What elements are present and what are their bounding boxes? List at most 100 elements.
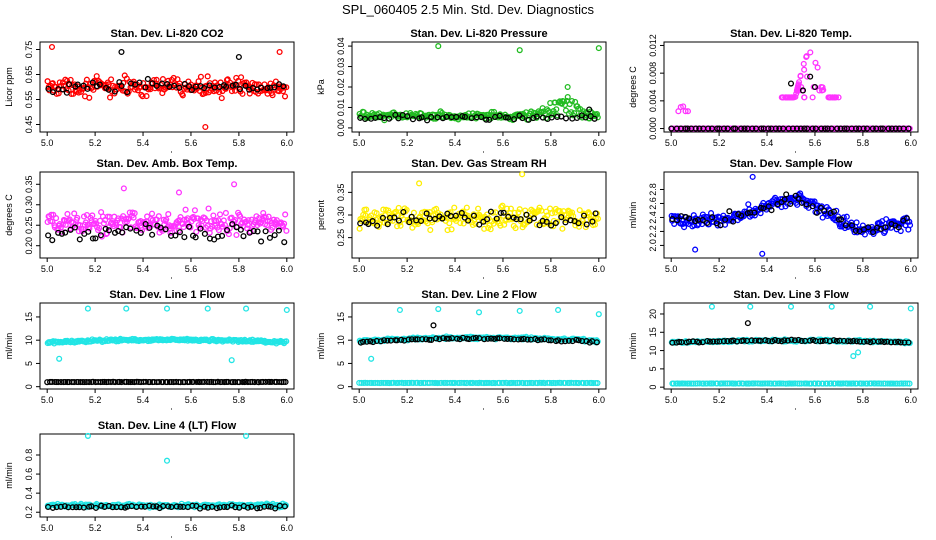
data-point [892, 125, 899, 132]
data-point [594, 379, 601, 387]
data-point [57, 503, 64, 510]
data-point [562, 219, 569, 226]
data-point [157, 224, 164, 231]
data-point [218, 95, 225, 102]
data-point [281, 503, 288, 510]
data-point [105, 227, 113, 234]
data-point [171, 82, 178, 89]
data-point [511, 116, 518, 123]
data-point [526, 379, 533, 387]
data-point [905, 339, 912, 346]
data-point [62, 229, 69, 236]
data-point [83, 76, 90, 83]
y-tick-label: 0.65 [24, 66, 34, 84]
x-tick-label: 5.4 [137, 523, 150, 533]
data-point [59, 86, 66, 93]
data-point [704, 380, 711, 387]
data-point [583, 221, 590, 228]
data-point [276, 48, 283, 56]
data-point [417, 217, 425, 225]
data-point [515, 209, 522, 216]
data-point [394, 223, 401, 230]
series-subset [669, 320, 912, 346]
data-point [764, 380, 771, 387]
data-point [142, 84, 149, 91]
data-point [879, 125, 886, 132]
data-point [571, 110, 578, 117]
data-point [484, 335, 491, 342]
data-point [133, 227, 140, 234]
data-point [724, 125, 731, 132]
data-point [860, 380, 867, 387]
data-point [64, 210, 71, 218]
x-tick-label: 5.8 [857, 264, 870, 274]
data-point [800, 60, 807, 67]
y-tick-label: 10 [24, 335, 34, 345]
data-point [211, 236, 218, 243]
y-tick-label: 0.8 [24, 449, 34, 462]
plot-frame [663, 302, 919, 390]
data-point [106, 94, 114, 101]
data-point [428, 113, 435, 121]
x-tick-label: 6.0 [905, 264, 918, 274]
x-tick-label: 5.2 [713, 264, 726, 274]
data-point [139, 93, 146, 100]
data-point [218, 232, 226, 239]
data-point [807, 73, 814, 80]
data-point [472, 379, 480, 387]
data-point [500, 209, 507, 216]
chart-title: Stan. Dev. Line 2 Flow [421, 289, 537, 301]
x-tick-label: 5.4 [761, 395, 774, 405]
data-point [676, 380, 683, 387]
chart-title: Stan. Dev. Gas Stream RH [411, 158, 547, 170]
data-point [852, 125, 860, 132]
y-tick-label: 0.03 [336, 58, 346, 76]
data-point [791, 337, 798, 344]
data-point [472, 220, 479, 227]
data-point [494, 335, 501, 342]
x-tick-label: 5.4 [761, 264, 774, 274]
x-tick-label: 6.0 [593, 395, 606, 405]
data-point [519, 171, 526, 178]
data-point [786, 94, 793, 101]
data-point [726, 380, 733, 387]
data-point [830, 208, 837, 215]
y-tick-label: 0.008 [648, 62, 658, 85]
data-point [204, 73, 211, 80]
data-point [243, 432, 250, 439]
data-point [760, 205, 767, 212]
data-point [804, 73, 811, 80]
data-point [439, 215, 446, 222]
data-point [204, 305, 211, 312]
data-point [459, 113, 466, 120]
chart-p4: Stan. Dev. Amb. Box Temp. degrees C 5.0 5.2… [4, 158, 295, 279]
data-point [80, 82, 87, 89]
data-point [704, 337, 711, 345]
data-point [804, 380, 811, 387]
data-point [821, 207, 828, 215]
data-point [44, 78, 51, 85]
data-point [888, 339, 895, 346]
data-point [426, 336, 433, 343]
data-point [568, 213, 575, 220]
data-point [696, 125, 703, 132]
data-point [195, 78, 202, 85]
data-point [444, 227, 451, 234]
data-point [838, 223, 846, 230]
data-point [49, 89, 56, 96]
data-point [499, 202, 506, 209]
data-point [45, 232, 52, 239]
data-point [817, 204, 825, 211]
data-point [523, 211, 530, 218]
data-point [430, 322, 437, 329]
data-point [546, 379, 553, 386]
data-point [228, 88, 235, 95]
data-point [878, 380, 885, 387]
data-point [260, 209, 267, 217]
y-tick-label: 15 [24, 312, 34, 322]
data-point [898, 380, 905, 387]
x-tick-label: 5.6 [497, 395, 510, 405]
data-point [807, 49, 814, 56]
data-point [113, 338, 120, 345]
